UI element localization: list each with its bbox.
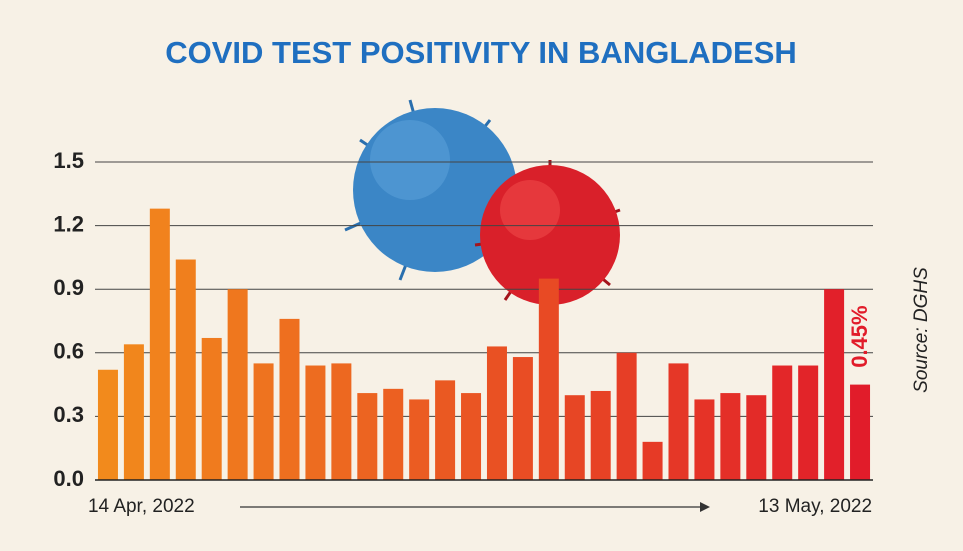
bar xyxy=(694,399,715,480)
y-tick-label: 1.2 xyxy=(53,211,84,236)
bar xyxy=(461,393,482,480)
bar xyxy=(305,365,326,480)
bar xyxy=(279,318,300,480)
bar xyxy=(772,365,793,480)
bar xyxy=(616,352,637,480)
arrow-head xyxy=(700,502,710,512)
bar xyxy=(798,365,819,480)
x-tick-label: 14 Apr, 2022 xyxy=(88,496,195,517)
bar xyxy=(175,259,196,480)
x-tick-label: 13 May, 2022 xyxy=(758,496,872,517)
y-tick-label: 1.5 xyxy=(53,148,84,173)
bar xyxy=(201,337,222,480)
y-tick-label: 0.3 xyxy=(53,402,84,427)
value-label: 0.45% xyxy=(847,305,872,367)
bar xyxy=(435,380,456,480)
bar xyxy=(824,289,845,480)
bar xyxy=(486,346,507,480)
y-tick-label: 0.0 xyxy=(53,466,84,491)
bar xyxy=(357,393,378,480)
bar xyxy=(746,395,767,480)
bar xyxy=(538,278,559,480)
bar xyxy=(720,393,741,480)
bar xyxy=(409,399,430,480)
bar xyxy=(850,384,871,480)
bar xyxy=(149,208,170,480)
bar xyxy=(642,441,663,480)
bar xyxy=(331,363,352,480)
y-tick-label: 0.6 xyxy=(53,339,84,364)
bar xyxy=(564,395,585,480)
bar xyxy=(97,369,118,480)
bar xyxy=(227,289,248,480)
chart-title: COVID TEST POSITIVITY IN BANGLADESH xyxy=(165,35,797,70)
bar xyxy=(512,357,533,480)
virus-illustration xyxy=(344,99,621,305)
bar xyxy=(668,363,689,480)
bar xyxy=(590,390,611,480)
bar xyxy=(123,344,144,480)
y-tick-label: 0.9 xyxy=(53,275,84,300)
source-note: Source: DGHS xyxy=(911,267,932,393)
bar xyxy=(253,363,274,480)
bar xyxy=(383,388,404,480)
